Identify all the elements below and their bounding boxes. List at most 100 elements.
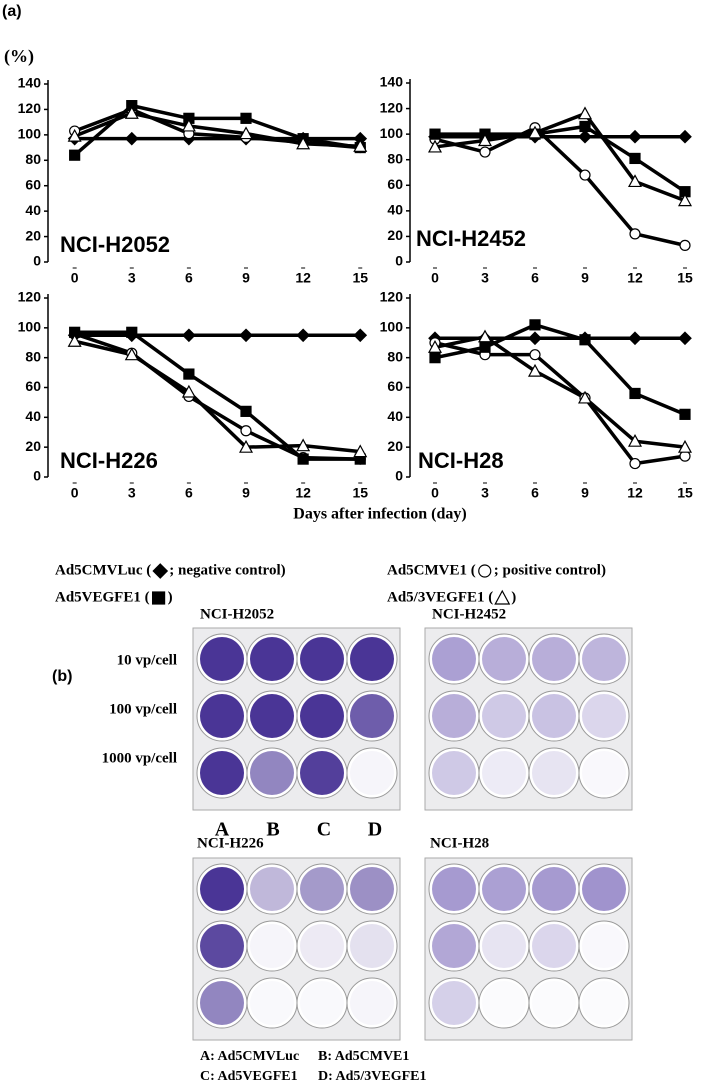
y-tick-label: 40 [25,202,41,218]
y-tick-label: 140 [380,74,404,90]
legend-marker [152,563,169,579]
column-letter: C [317,819,331,841]
row-label: 10 vp/cell [117,652,177,668]
well [250,981,294,1025]
marker-triangle [677,193,693,207]
y-tick-label: 40 [25,408,41,424]
x-tick-label: 9 [242,270,250,286]
marker-triangle [239,126,254,140]
x-tick-label: 3 [481,270,489,286]
marker-triangle [124,347,139,361]
marker-square [629,152,641,165]
x-tick-label: 0 [431,485,439,501]
row-label: 100 vp/cell [109,701,177,717]
well [300,694,344,738]
well [350,694,394,738]
well [482,694,526,738]
x-tick-label: 9 [581,485,589,501]
column-letter: D [368,819,382,841]
series-line [73,103,361,157]
marker-square [240,112,252,124]
marker-diamond [296,328,310,343]
row-label: 1000 vp/cell [102,750,177,766]
well [200,751,244,795]
well-rim [346,747,398,799]
marker-triangle [124,105,139,119]
well [250,694,294,738]
well [582,924,626,968]
marker-triangle [627,433,643,447]
x-tick-label: 0 [71,485,79,501]
series-line [434,335,686,449]
well [300,924,344,968]
marker-triangle [677,439,693,453]
well [300,867,344,911]
well [582,694,626,738]
plate-title: NCI-H28 [430,835,489,851]
series-line [74,330,361,461]
y-tick-label: 60 [387,176,403,192]
well [200,694,244,738]
marker-square [297,453,309,465]
well [250,637,294,681]
marker-triangle [181,118,196,132]
series-line [74,111,361,149]
marker-square [479,341,491,353]
well [482,751,526,795]
x-tick-label: 12 [295,270,311,286]
well [432,981,476,1025]
y-tick-label: 140 [18,75,42,91]
y-tick-label: 0 [395,468,403,484]
well [250,924,294,968]
well [432,867,476,911]
marker-diamond [628,331,642,346]
y-tick-label: 100 [18,126,42,142]
y-tick-label: 80 [387,348,403,364]
x-tick-label: 12 [627,485,643,501]
y-tick-label: 120 [380,289,404,305]
x-tick-label: 6 [531,270,539,286]
well [482,924,526,968]
well [532,981,576,1025]
marker-circle [479,146,491,158]
legend-note: ) [168,589,173,605]
legend-text: Ad5CMVE1 ( [387,562,476,578]
well [432,751,476,795]
x-tick-label: 0 [71,270,79,286]
legend-marker [494,589,511,605]
key-text: D: Ad5/3VEGFE1 [318,1069,427,1084]
well [200,867,244,911]
legend-note: ; negative control) [169,562,285,578]
well-rim [578,690,630,742]
x-tick-label: 6 [185,485,193,501]
marker-square [679,408,691,420]
marker-triangle [296,136,311,150]
marker-diamond [239,328,253,343]
well [582,637,626,681]
x-tick-label: 9 [242,485,250,501]
series-line [434,323,686,416]
y-tick-label: 40 [387,408,403,424]
y-tick-label: 60 [25,176,41,192]
well [532,867,576,911]
well [300,637,344,681]
well [432,924,476,968]
y-tick-label: 20 [387,438,403,454]
x-tick-label: 12 [295,485,311,501]
chart-title: NCI-H2052 [60,232,170,257]
marker-square [429,352,441,364]
x-tick-label: 3 [481,485,489,501]
well [582,867,626,911]
y-tick-label: 0 [33,253,41,269]
panel-label: (b) [52,668,72,685]
marker-triangle [353,139,368,152]
marker-triangle [296,438,311,452]
well [532,924,576,968]
well [300,981,344,1025]
panel-label: (a) [2,3,22,20]
series-line [434,341,686,466]
well [350,981,394,1025]
well [250,867,294,911]
